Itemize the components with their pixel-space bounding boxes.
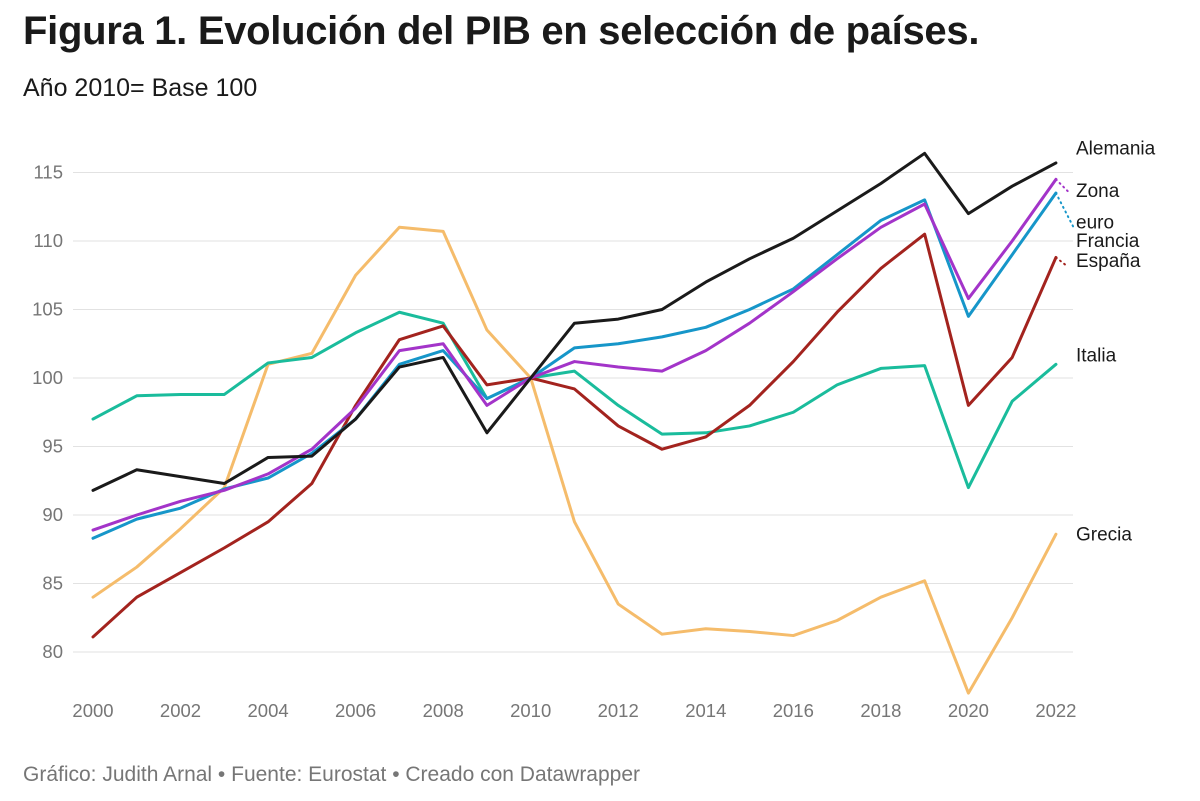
svg-text:2022: 2022 — [1035, 700, 1076, 721]
svg-text:Francia: Francia — [1076, 231, 1140, 252]
svg-text:100: 100 — [32, 367, 63, 388]
svg-text:80: 80 — [42, 641, 63, 662]
svg-text:115: 115 — [34, 162, 64, 183]
svg-text:España: España — [1076, 251, 1141, 272]
svg-text:85: 85 — [42, 573, 63, 594]
svg-text:2008: 2008 — [423, 700, 464, 721]
svg-text:110: 110 — [34, 230, 64, 251]
svg-text:Grecia: Grecia — [1076, 525, 1132, 546]
svg-text:2018: 2018 — [860, 700, 901, 721]
svg-text:2004: 2004 — [248, 700, 289, 721]
svg-text:Alemania: Alemania — [1076, 139, 1156, 160]
svg-text:95: 95 — [42, 436, 63, 457]
svg-text:2012: 2012 — [598, 700, 639, 721]
svg-text:Italia: Italia — [1076, 346, 1117, 367]
svg-text:2014: 2014 — [685, 700, 726, 721]
svg-text:2010: 2010 — [510, 700, 551, 721]
svg-text:Zona: Zona — [1076, 181, 1120, 202]
svg-text:90: 90 — [42, 504, 63, 525]
svg-text:105: 105 — [32, 299, 63, 320]
svg-text:2002: 2002 — [160, 700, 201, 721]
svg-text:2000: 2000 — [72, 700, 113, 721]
svg-text:2020: 2020 — [948, 700, 989, 721]
svg-text:2006: 2006 — [335, 700, 376, 721]
svg-text:2016: 2016 — [773, 700, 814, 721]
